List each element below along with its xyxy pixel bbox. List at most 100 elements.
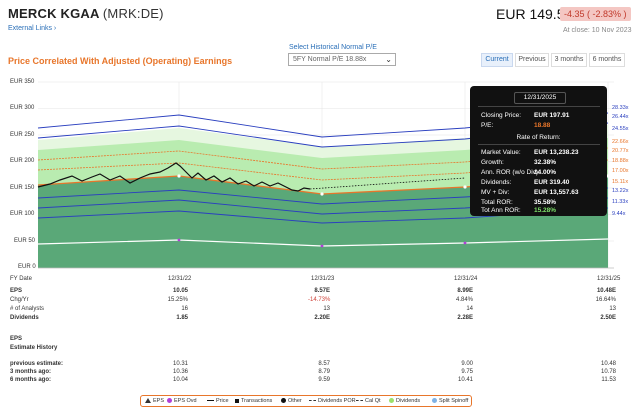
legend-item[interactable]: Other [281,398,302,404]
table-cell: 2.28E [457,315,473,321]
chart-title: Price Correlated With Adjusted (Operatin… [8,56,233,66]
pe-multiple-label: 26.44x [612,114,629,120]
table-row-label: Dividends [10,315,39,321]
table-cell: 8.99E [457,288,473,294]
x-axis-label: 12/31/25 [597,276,621,282]
legend-item[interactable]: Dividends [389,398,420,404]
pe-select[interactable]: 5FY Normal P/E 18.88x ⌄ [288,53,396,66]
pe-lines-orange [37,147,609,181]
tab-current[interactable]: Current [481,53,513,67]
pe-multiple-label: 28.33x [612,105,629,111]
chart-legend: EPS EPS Ovd Price Transactions Other Dividend… [140,395,472,407]
table-row-label: EPS [10,288,23,294]
legend-label: Other [288,398,302,404]
dividend-dots [177,238,467,248]
pe-multiple-label: 9.44x [612,211,626,217]
dash-icon [356,400,363,402]
estimate-cell: 10.48 [600,361,616,367]
square-icon [235,398,239,403]
estimate-row-label: previous estimate: [10,361,64,367]
dash-icon [309,400,316,402]
table-cell: 1.85 [176,315,188,321]
tab-previous[interactable]: Previous [515,53,549,67]
table-cell: 15.25% [167,297,188,303]
price-projection-line [309,177,466,190]
tab-3-months[interactable]: 3 months [551,53,587,67]
line-icon [207,399,214,402]
estimate-cell: 10.31 [172,361,188,367]
tab-6-months[interactable]: 6 months [589,53,625,67]
table-cell: 10.05 [172,288,188,294]
table-cell: 4.84% [455,297,473,303]
x-axis-label: 12/31/24 [454,276,478,282]
estimate-cell: 9.00 [461,361,473,367]
legend-label: Price [216,398,229,404]
legend-item[interactable]: Transactions [235,398,272,404]
eps-section-label: EPS [10,336,23,342]
pe-multiple-label: 18.88x [612,158,629,164]
legend-label: Split Spinoff [439,398,469,404]
x-axis-label: 12/31/22 [168,276,192,282]
table-cell: 2.50E [600,315,616,321]
earnings-area [38,176,608,268]
legend-label: Dividends POR [318,398,356,404]
chart-tooltip: 12/31/2025 Closing Price: EUR 197.91 P/E:… [470,86,607,216]
legend-item[interactable]: Dividends POR [309,398,356,404]
legend-item[interactable]: Price [207,398,229,404]
estimate-cell: 10.78 [600,369,616,375]
estimate-cell: 8.57 [318,361,330,367]
table-cell: 16.64% [595,297,616,303]
table-cell: 2.20E [314,315,330,321]
estimate-cell: 11.53 [601,377,616,383]
table-cell: -14.73% [308,297,331,303]
table-cell: 8.57E [314,288,330,294]
fast-graph-chart[interactable] [0,75,640,271]
y-axis-label: EUR 250 [10,132,35,138]
tooltip-date: 12/31/2025 [514,92,566,104]
company-name: MERCK KGAA (MRK:DE) [8,6,164,21]
legend-item[interactable]: EPS [145,398,164,404]
ticker: (MRK:DE) [102,6,164,21]
y-axis-label: EUR 0 [18,264,36,270]
table-cell: 13 [323,306,330,312]
legend-label: EPS Ovd [174,398,197,404]
dot-icon [389,398,394,404]
divider [478,144,600,145]
y-axis-label: EUR 300 [10,105,35,111]
divider [478,106,600,107]
estimate-row-label: 6 months ago: [10,377,52,383]
pe-multiple-label: 17.00x [612,168,629,174]
estimate-cell: 9.75 [461,369,473,375]
fy-date-label: FY Date [10,276,32,282]
estimate-row-label: 3 months ago: [10,369,52,375]
table-cell: 10.48E [596,288,616,294]
pe-multiple-label: 22.66x [612,139,629,145]
pe-multiple-label: 20.77x [612,148,629,154]
pe-multiple-label: 13.22x [612,188,629,194]
legend-item[interactable]: EPS Ovd [167,398,197,404]
legend-item[interactable]: Split Spinoff [432,398,468,404]
legend-label: Cal Qt [365,398,381,404]
table-row-label: Chg/Yr [10,297,29,303]
eps-dots [177,174,610,196]
legend-label: EPS [153,398,165,404]
chevron-down-icon: ⌄ [385,55,392,64]
table-cell: 13 [609,306,616,312]
price-value: EUR 149.50 [496,6,573,22]
estimate-cell: 10.04 [172,377,188,383]
estimate-cell: 8.79 [318,369,330,375]
estimate-cell: 10.36 [172,369,188,375]
legend-label: Dividends [396,398,421,404]
x-axis-label: 12/31/23 [311,276,335,282]
external-links[interactable]: External Links › [8,25,57,32]
ror-title: Rate of Return: [516,134,561,141]
estimate-history-label: Estimate History [10,345,58,351]
table-cell: 16 [181,306,188,312]
normal-pe-band [38,138,608,194]
pe-multiple-label: 11.33x [612,199,629,205]
y-axis-label: EUR 200 [10,158,35,164]
legend-item[interactable]: Cal Qt [356,398,381,404]
legend-label: Transactions [241,398,273,404]
dot-icon [281,398,286,404]
dot-icon [167,398,172,404]
